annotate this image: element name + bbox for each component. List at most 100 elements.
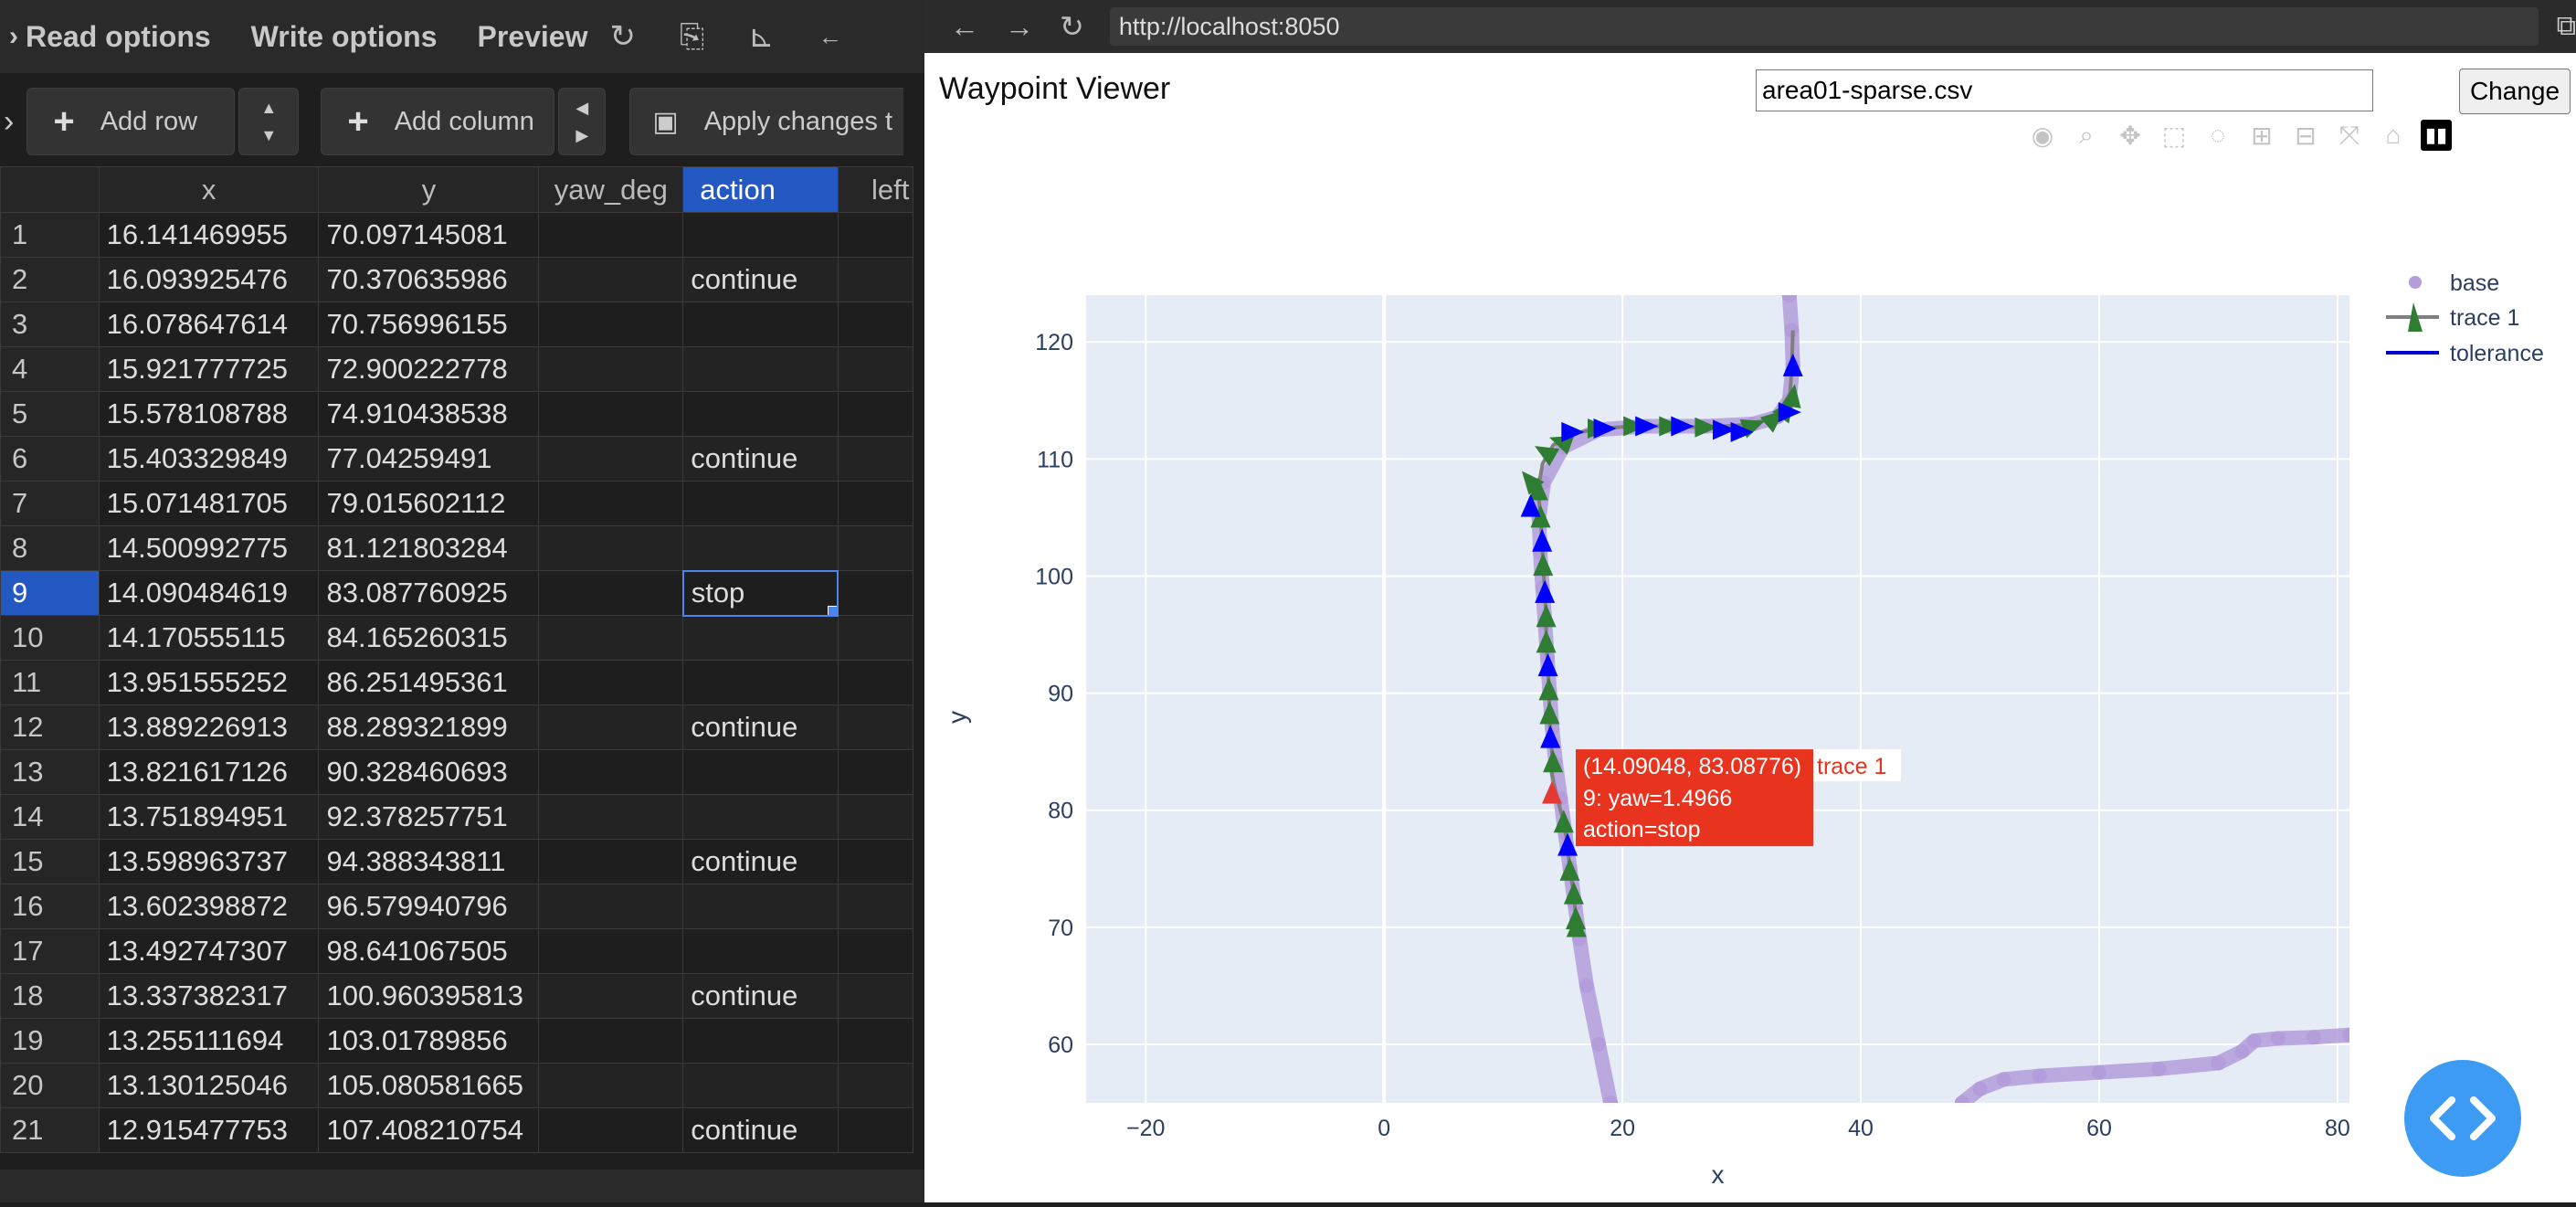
cell-action[interactable] [682,615,839,661]
cell-yaw-deg[interactable] [538,1018,684,1064]
cell-x[interactable]: 13.751894951 [98,794,320,840]
cell-action[interactable] [682,302,839,347]
cell-yaw-deg[interactable] [538,570,684,616]
cell-yaw-deg[interactable] [538,660,684,705]
table-row[interactable]: 1 16.141469955 70.097145081 [0,212,914,258]
cell-yaw-deg[interactable] [538,436,684,482]
cell-x[interactable]: 13.951555252 [98,660,320,705]
autoscale-icon[interactable]: ⤧ [2338,120,2360,149]
cell-x[interactable]: 13.255111694 [98,1018,320,1064]
cell-y[interactable]: 96.579940796 [318,884,540,929]
cell-left[interactable] [837,212,914,258]
row-number[interactable]: 7 [0,481,100,526]
ruler-icon[interactable]: ⊾ [748,19,775,54]
cell-x[interactable]: 14.090484619 [98,570,320,616]
cell-yaw-deg[interactable] [538,481,684,526]
cell-yaw-deg[interactable] [538,346,684,392]
table-row[interactable]: 18 13.337382317 100.960395813 continue [0,973,914,1019]
cell-y[interactable]: 72.900222778 [318,346,540,392]
lasso-icon[interactable]: ◌ [2210,121,2226,149]
camera-icon[interactable]: ◉ [2031,121,2054,150]
table-row[interactable]: 5 15.578108788 74.910438538 [0,391,914,437]
write-options-tab[interactable]: Write options [250,19,438,53]
cell-y[interactable]: 77.04259491 [318,436,540,482]
cell-yaw-deg[interactable] [538,1063,684,1108]
cell-y[interactable]: 90.328460693 [318,749,540,795]
cell-x[interactable]: 15.921777725 [98,346,320,392]
table-row[interactable]: 9 14.090484619 83.087760925 stop [0,569,914,617]
cell-left[interactable] [837,839,914,884]
url-field[interactable]: http://localhost:8050 [1109,7,2539,46]
row-number[interactable]: 13 [0,749,100,795]
back-icon[interactable]: ← [950,9,979,43]
cell-action[interactable] [682,481,839,526]
table-row[interactable]: 20 13.130125046 105.080581665 [0,1063,914,1108]
cell-y[interactable]: 105.080581665 [318,1063,540,1108]
cell-left[interactable] [837,391,914,437]
cell-action[interactable] [682,1063,839,1108]
column-header-action[interactable]: action [682,166,839,213]
cell-left[interactable] [837,1018,914,1064]
cell-x[interactable]: 13.492747307 [98,928,320,974]
row-number[interactable]: 12 [0,704,100,750]
cell-left[interactable] [837,884,914,929]
cell-x[interactable]: 13.337382317 [98,973,320,1019]
cell-y[interactable]: 74.910438538 [318,391,540,437]
cell-y[interactable]: 70.370635986 [318,257,540,302]
cell-y[interactable]: 70.097145081 [318,212,540,258]
forward-icon[interactable]: → [1005,9,1034,43]
cell-x[interactable]: 16.078647614 [98,302,320,347]
row-number[interactable]: 9 [0,570,100,616]
preview-tab[interactable]: Preview [477,19,588,53]
horizontal-scrollbar[interactable] [0,1170,924,1202]
row-number[interactable]: 20 [0,1063,100,1108]
cell-yaw-deg[interactable] [538,212,684,258]
cell-x[interactable]: 13.821617126 [98,749,320,795]
cell-x[interactable]: 13.130125046 [98,1063,320,1108]
cell-left[interactable] [837,1063,914,1108]
cell-x[interactable]: 12.915477753 [98,1107,320,1153]
table-row[interactable]: 14 13.751894951 92.378257751 [0,794,914,840]
table-row[interactable]: 7 15.071481705 79.015602112 [0,481,914,526]
cell-y[interactable]: 86.251495361 [318,660,540,705]
corner-cell[interactable] [0,166,100,213]
caret-left-icon[interactable]: ◀ [575,99,589,117]
caret-right-icon[interactable]: ▶ [575,126,589,144]
cell-left[interactable] [837,660,914,705]
read-options-tab[interactable]: › Read options [9,19,211,53]
cell-action[interactable] [682,391,839,437]
cell-action[interactable] [682,660,839,705]
table-row[interactable]: 10 14.170555115 84.165260315 [0,615,914,661]
cell-y[interactable]: 70.756996155 [318,302,540,347]
cell-yaw-deg[interactable] [538,839,684,884]
arrow-left-icon[interactable]: ← [818,22,842,50]
cell-yaw-deg[interactable] [538,1107,684,1153]
cell-y[interactable]: 79.015602112 [318,481,540,526]
row-number[interactable]: 14 [0,794,100,840]
row-number[interactable]: 3 [0,302,100,347]
table-row[interactable]: 3 16.078647614 70.756996155 [0,302,914,347]
cell-y[interactable]: 83.087760925 [318,570,540,616]
cell-y[interactable]: 98.641067505 [318,928,540,974]
cell-y[interactable]: 88.289321899 [318,704,540,750]
cell-y[interactable]: 84.165260315 [318,615,540,661]
cell-y[interactable]: 107.408210754 [318,1107,540,1153]
chevron-right-icon[interactable]: › [4,103,15,139]
cell-left[interactable] [837,928,914,974]
table-row[interactable]: 13 13.821617126 90.328460693 [0,749,914,795]
add-column-button[interactable]: + Add column [321,88,555,155]
open-external-icon[interactable]: ⧉ [2556,11,2576,41]
cell-action[interactable] [682,928,839,974]
cell-x[interactable]: 16.141469955 [98,212,320,258]
code-toggle-button[interactable] [2404,1060,2521,1177]
cell-action[interactable]: stop [681,569,839,617]
cell-action[interactable]: continue [682,436,839,482]
row-number[interactable]: 5 [0,391,100,437]
row-number[interactable]: 4 [0,346,100,392]
cell-left[interactable] [837,615,914,661]
column-stepper[interactable]: ◀ ▶ [558,88,607,155]
table-row[interactable]: 17 13.492747307 98.641067505 [0,928,914,974]
column-header-left[interactable]: left [837,166,914,213]
row-number[interactable]: 17 [0,928,100,974]
cell-yaw-deg[interactable] [538,302,684,347]
